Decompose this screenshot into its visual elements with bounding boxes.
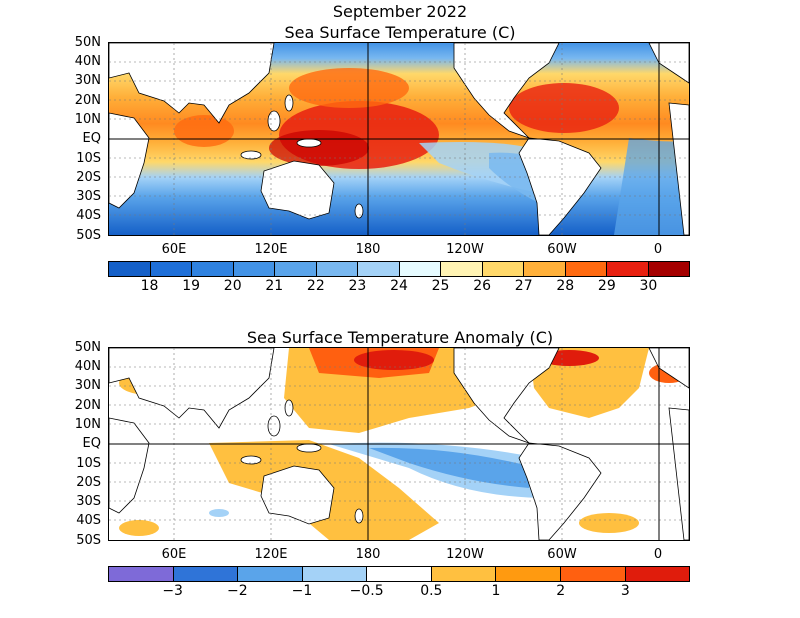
colorbar-label: −0.5 [349, 583, 384, 599]
figure-title: September 2022 [332, 2, 468, 21]
lon-label: 60W [547, 547, 577, 562]
lat-label: 20S [76, 475, 101, 490]
colorbar-swatch [238, 567, 303, 581]
colorbar-swatch [441, 262, 483, 276]
colorbar-swatch [367, 567, 432, 581]
lat-label: 20S [76, 170, 101, 185]
lat-label: 10N [74, 417, 101, 432]
colorbar-swatch [648, 262, 689, 276]
lat-label: 10S [76, 456, 101, 471]
colorbar-label: 1 [491, 583, 501, 599]
lon-label: 60W [547, 242, 577, 257]
lon-label: 0 [653, 547, 663, 562]
lat-label: 30S [76, 189, 101, 204]
colorbar-swatch [565, 262, 607, 276]
colorbar-swatch [192, 262, 234, 276]
sst-field [109, 43, 689, 235]
lat-label: 40N [74, 54, 101, 69]
colorbar-swatch [173, 567, 239, 581]
lon-label: 180 [355, 242, 381, 257]
colorbar-swatch [302, 567, 368, 581]
lat-label: 40S [76, 208, 101, 223]
colorbar-swatch [109, 567, 174, 581]
colorbar-swatch [150, 262, 192, 276]
lat-label: 40N [74, 359, 101, 374]
lat-label: 30N [74, 378, 101, 393]
sst-map [108, 42, 690, 236]
colorbar-label: 19 [182, 278, 201, 294]
lat-label: 50N [74, 340, 101, 355]
lat-label: 40S [76, 513, 101, 528]
anomaly-colorbar [108, 566, 690, 582]
sst-colorbar [108, 261, 690, 277]
colorbar-label: 25 [431, 278, 450, 294]
lon-label: 60E [161, 547, 187, 562]
colorbar-label: 26 [473, 278, 492, 294]
lat-label: 20N [74, 398, 101, 413]
lat-label: 50N [74, 35, 101, 50]
anomaly-panel-title: Sea Surface Temperature Anomaly (C) [246, 328, 554, 347]
lat-label: 50S [76, 533, 101, 548]
anomaly-map [108, 347, 690, 541]
colorbar-label: 22 [306, 278, 325, 294]
colorbar-swatch [316, 262, 358, 276]
lat-label: 30S [76, 494, 101, 509]
colorbar-swatch [482, 262, 524, 276]
colorbar-label: 21 [265, 278, 284, 294]
colorbar-label: 29 [597, 278, 616, 294]
lat-label: 20N [74, 93, 101, 108]
colorbar-swatch [607, 262, 649, 276]
lon-label: 0 [653, 242, 663, 257]
lon-label: 120E [254, 242, 288, 257]
colorbar-label: 28 [556, 278, 575, 294]
colorbar-swatch [496, 567, 561, 581]
colorbar-swatch [560, 567, 626, 581]
colorbar-swatch [524, 262, 566, 276]
colorbar-label: −3 [162, 583, 183, 599]
colorbar-swatch [358, 262, 400, 276]
colorbar-swatch [275, 262, 317, 276]
lon-label: 120W [446, 547, 484, 562]
colorbar-swatch [233, 262, 275, 276]
lon-label: 120W [446, 242, 484, 257]
lat-label: 10N [74, 112, 101, 127]
lon-label: 120E [254, 547, 288, 562]
colorbar-swatch [431, 567, 497, 581]
lon-label: 180 [355, 547, 381, 562]
colorbar-label: 30 [639, 278, 658, 294]
colorbar-label: −2 [227, 583, 248, 599]
colorbar-label: 0.5 [420, 583, 443, 599]
colorbar-label: 27 [514, 278, 533, 294]
lon-label: 60E [161, 242, 187, 257]
anomaly-field [109, 348, 689, 540]
lat-label: 50S [76, 228, 101, 243]
lat-label: 30N [74, 73, 101, 88]
colorbar-label: 20 [223, 278, 242, 294]
lat-label: 10S [76, 151, 101, 166]
colorbar-label: 3 [620, 583, 630, 599]
colorbar-swatch [625, 567, 690, 581]
colorbar-label: 2 [556, 583, 566, 599]
colorbar-label: 24 [390, 278, 408, 294]
colorbar-swatch [399, 262, 441, 276]
colorbar-label: −1 [291, 583, 313, 599]
colorbar-label: 18 [140, 278, 159, 294]
colorbar-label: 23 [348, 278, 367, 294]
lat-label: EQ [82, 131, 101, 146]
colorbar-swatch [109, 262, 151, 276]
sst-panel-title: Sea Surface Temperature (C) [284, 23, 516, 42]
lat-label: EQ [82, 436, 101, 451]
